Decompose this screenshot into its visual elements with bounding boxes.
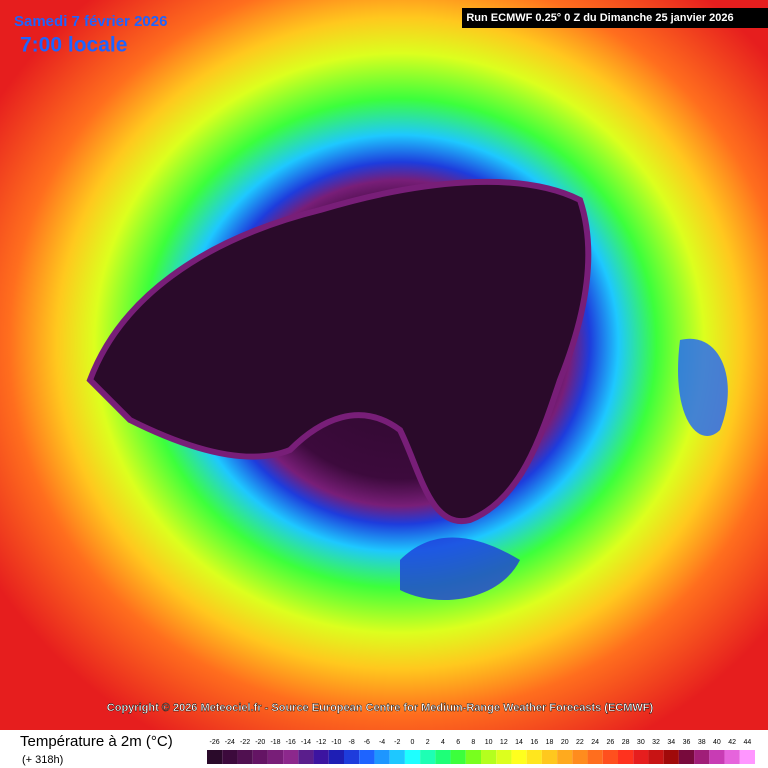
scale-tick-label: 40 (713, 739, 721, 746)
scale-tick-label: -2 (394, 739, 400, 746)
scale-tick-label: -20 (255, 739, 265, 746)
scale-swatch (420, 750, 436, 764)
scale-swatch (465, 750, 481, 764)
scale-swatch (450, 750, 466, 764)
scale-tick-label: 20 (561, 739, 569, 746)
color-scale: -26 -24 -22 -20 -18 -16 -14 -12 -10 -8 -6 -4 -2 0 2 4 6 8… (207, 739, 755, 764)
scale-swatch (313, 750, 329, 764)
scale-tick-label: 12 (500, 739, 508, 746)
scale-swatch (298, 750, 314, 764)
scale-tick-label: 2 (426, 739, 430, 746)
forecast-lead: (+ 318h) (22, 754, 63, 766)
scale-tick-label: 0 (411, 739, 415, 746)
scale-swatch (222, 750, 238, 764)
scale-tick-label: -6 (364, 739, 370, 746)
scale-tick-label: -8 (348, 739, 354, 746)
scale-tick-label: 42 (728, 739, 736, 746)
date-title: Samedi 7 février 2026 (14, 13, 167, 30)
scale-swatch (663, 750, 679, 764)
scale-swatch (724, 750, 740, 764)
scale-swatch (572, 750, 588, 764)
scale-tick-label: -22 (240, 739, 250, 746)
scale-tick-label: -16 (286, 739, 296, 746)
scale-tick-label: -26 (210, 739, 220, 746)
scale-swatch (678, 750, 695, 764)
scale-tick-label: 22 (576, 739, 584, 746)
cold-east (678, 338, 728, 436)
scale-swatch (496, 750, 512, 764)
scale-tick-label: -18 (270, 739, 280, 746)
scale-tick-label: -10 (331, 739, 341, 746)
scale-tick-label: 26 (606, 739, 614, 746)
scale-swatch (526, 750, 542, 764)
legend-title: Température à 2m (°C) (20, 733, 173, 750)
scale-swatch (435, 750, 451, 764)
scale-swatch (389, 750, 405, 764)
run-box (462, 8, 768, 28)
scale-swatch (739, 750, 755, 764)
scale-tick-label: 44 (743, 739, 751, 746)
scale-swatch (709, 750, 725, 764)
scale-swatch (587, 750, 603, 764)
scale-tick-label: 14 (515, 739, 523, 746)
scale-swatch (694, 750, 710, 764)
scale-tick-label: 30 (637, 739, 645, 746)
scale-swatch (252, 750, 268, 764)
scale-swatch (404, 750, 421, 764)
scale-swatch (344, 750, 360, 764)
run-info: Run ECMWF 0.25° 0 Z du Dimanche 25 janvi… (466, 12, 733, 24)
scale-swatch (267, 750, 284, 764)
scale-tick-label: 16 (530, 739, 538, 746)
scale-swatch (481, 750, 497, 764)
scale-tick-label: 6 (456, 739, 460, 746)
scale-swatch (328, 750, 344, 764)
scale-swatch (374, 750, 390, 764)
scale-swatch (602, 750, 618, 764)
scale-tick-label: 32 (652, 739, 660, 746)
scale-tick-label: 18 (546, 739, 554, 746)
scale-swatch (541, 750, 558, 764)
scale-swatch (207, 750, 223, 764)
scale-tick-label: 8 (471, 739, 475, 746)
scale-tick-label: -24 (225, 739, 235, 746)
scale-tick-label: 4 (441, 739, 445, 746)
scale-tick-label: 10 (485, 739, 493, 746)
scale-tick-label: 34 (667, 739, 675, 746)
cold-europe (400, 537, 520, 600)
local-time: 7:00 locale (20, 34, 127, 57)
scale-tick-label: 28 (622, 739, 630, 746)
scale-swatch (237, 750, 253, 764)
scale-swatch (359, 750, 375, 764)
scale-swatch (511, 750, 527, 764)
scale-swatch (618, 750, 634, 764)
scale-tick-label: -12 (316, 739, 326, 746)
copyright: Copyright © 2026 Meteociel.fr - Source E… (107, 702, 654, 714)
scale-tick-label: -4 (379, 739, 385, 746)
scale-tick-label: -14 (301, 739, 311, 746)
scale-tick-label: 38 (698, 739, 706, 746)
scale-swatch (648, 750, 664, 764)
cold-air-mass (86, 178, 592, 525)
scale-swatch (557, 750, 573, 764)
scale-swatch (633, 750, 649, 764)
scale-tick-label: 24 (591, 739, 599, 746)
scale-swatch (283, 750, 299, 764)
scale-tick-label: 36 (683, 739, 691, 746)
